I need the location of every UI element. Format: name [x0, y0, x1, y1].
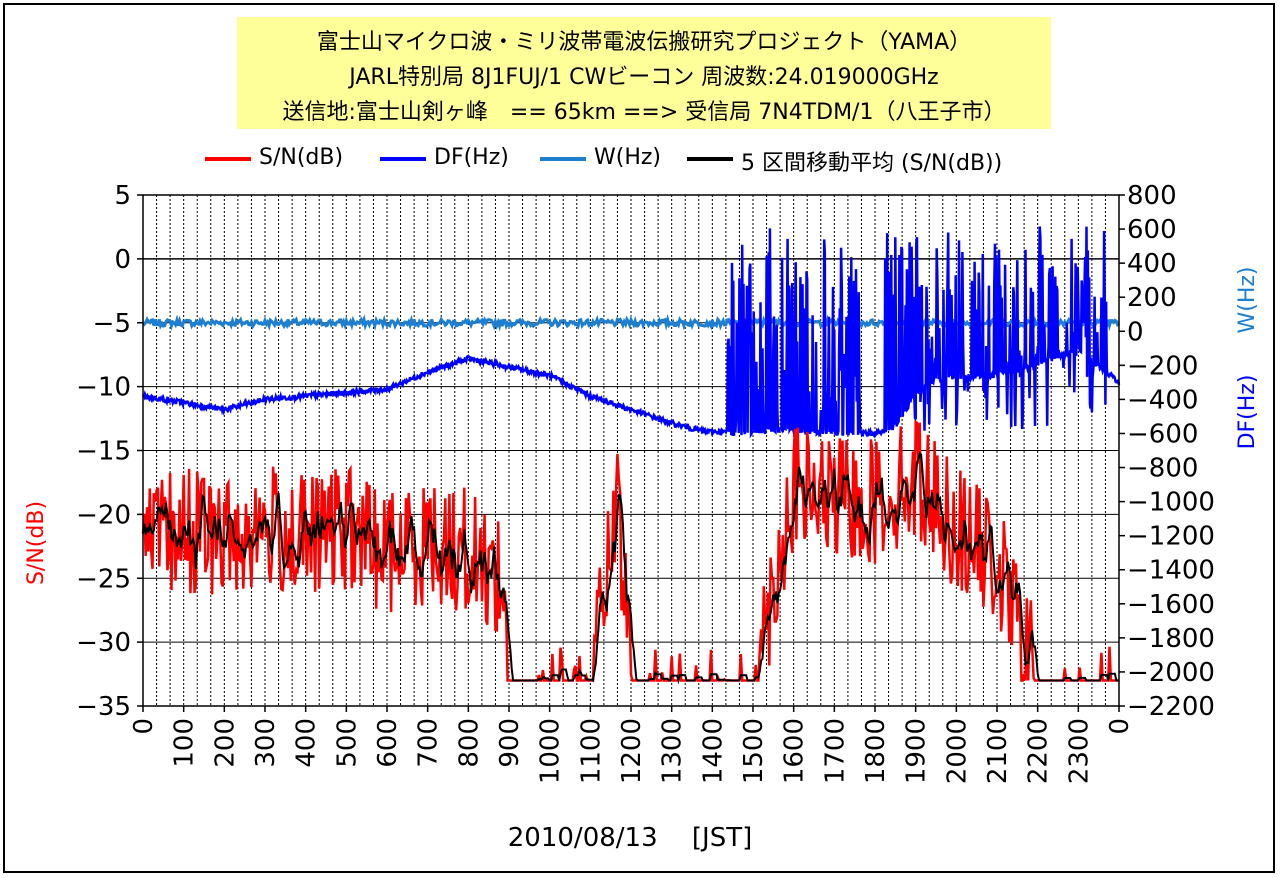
x-tick-label: 1600 [780, 718, 810, 784]
series-sn [141, 419, 1119, 682]
legend-swatch-ma [687, 157, 733, 161]
x-tick-label: 500 [332, 718, 362, 768]
x-tick-label: 300 [251, 718, 281, 768]
y-right-tick-label: −2000 [1127, 658, 1215, 688]
y-left-tick-label: −20 [76, 500, 131, 530]
y-left-tick-label: 0 [114, 245, 131, 275]
x-tick-label: 100 [170, 718, 200, 768]
y-right-tick-label: 800 [1127, 181, 1177, 211]
y-right-tick-label: −400 [1127, 385, 1198, 415]
y-right-tick-label: 200 [1127, 283, 1177, 313]
series-ma [142, 451, 1119, 685]
y-right-tick-label: 0 [1127, 317, 1144, 347]
chart-title-line-2: JARL特別局 8J1FUJ/1 CWビーコン 周波数:24.019000GHz [349, 65, 939, 90]
x-tick-label: 1500 [739, 718, 769, 784]
y-right-tick-label: −800 [1127, 454, 1198, 484]
legend-swatch-w [540, 157, 586, 161]
x-tick-label: 0 [1105, 718, 1135, 735]
x-tick-label: 2300 [1064, 718, 1094, 784]
y-left-tick-label: −10 [76, 373, 131, 403]
y-left-tick-label: −35 [76, 692, 131, 722]
x-tick-label: 1000 [536, 718, 566, 784]
y-left-tick-label: −25 [76, 564, 131, 594]
series-line-df [141, 226, 1121, 439]
legend-label-sn: S/N(dB) [259, 145, 344, 170]
x-tick-label: 1200 [617, 718, 647, 784]
x-tick-label: 200 [210, 718, 240, 768]
series-df [141, 226, 1121, 439]
x-axis-label: 2010/08/13 [JST] [508, 823, 752, 853]
y-right-axis-label-df: DF(Hz) [1235, 375, 1260, 450]
x-tick-label: 1300 [658, 718, 688, 784]
legend-label-ma: 5 区間移動平均 (S/N(dB)) [741, 151, 1003, 176]
x-tick-label: 700 [414, 718, 444, 768]
x-tick-label: 900 [495, 718, 525, 768]
chart-title-box: 富士山マイクロ波・ミリ波帯電波伝搬研究プロジェクト（YAMA） JARL特別局 … [237, 17, 1051, 129]
legend-swatch-sn [205, 157, 251, 161]
y-left-tick-labels: 5 0 −5 −10 −15 −20 −25 −30 −35 [76, 181, 143, 722]
legend-label-w: W(Hz) [594, 145, 662, 170]
y-right-tick-labels: 800 600 400 200 0 −200 −400 −600 −800 −1000 −1200 −… [1119, 181, 1215, 722]
y-right-tick-label: −600 [1127, 419, 1198, 449]
y-right-axis-label-w: W(Hz) [1235, 266, 1260, 333]
y-right-tick-label: −1800 [1127, 624, 1215, 654]
y-left-tick-label: −15 [76, 437, 131, 467]
x-tick-label: 400 [292, 718, 322, 768]
y-right-tick-label: −1000 [1127, 488, 1215, 518]
x-tick-label: 1800 [861, 718, 891, 784]
y-right-tick-label: −1400 [1127, 556, 1215, 586]
y-right-tick-label: −1200 [1127, 522, 1215, 552]
y-right-tick-label: −1600 [1127, 590, 1215, 620]
y-left-tick-label: −30 [76, 628, 131, 658]
y-right-tick-label: −2200 [1127, 692, 1215, 722]
y-right-tick-label: −200 [1127, 351, 1198, 381]
chart-title-line-3: 送信地:富士山剣ヶ峰 == 65km ==> 受信局 7N4TDM/1（八王子市… [282, 100, 1006, 125]
legend-swatch-df [380, 157, 426, 161]
series-line-sn [141, 419, 1119, 682]
x-tick-label: 800 [454, 718, 484, 768]
y-left-tick-label: 5 [114, 181, 131, 211]
x-tick-label: 1700 [820, 718, 850, 784]
y-left-axis-label: S/N(dB) [24, 501, 49, 585]
x-tick-label: 2100 [983, 718, 1013, 784]
y-left-tick-label: −5 [93, 309, 131, 339]
x-tick-label: 2000 [942, 718, 972, 784]
x-tick-label: 1900 [902, 718, 932, 784]
x-tick-label: 1100 [576, 718, 606, 784]
x-tick-label: 600 [373, 718, 403, 768]
legend-label-df: DF(Hz) [434, 145, 509, 170]
y-right-tick-label: 600 [1127, 215, 1177, 245]
x-tick-label: 2200 [1024, 718, 1054, 784]
x-tick-labels: 0 100 200 300 400 500 600 700 800 900 1000 1100 1200… [129, 706, 1135, 784]
x-tick-label: 1400 [698, 718, 728, 784]
chart-title-line-1: 富士山マイクロ波・ミリ波帯電波伝搬研究プロジェクト（YAMA） [316, 30, 972, 55]
series-line-ma [142, 451, 1119, 685]
y-right-tick-label: 400 [1127, 249, 1177, 279]
x-tick-label: 0 [129, 718, 159, 735]
